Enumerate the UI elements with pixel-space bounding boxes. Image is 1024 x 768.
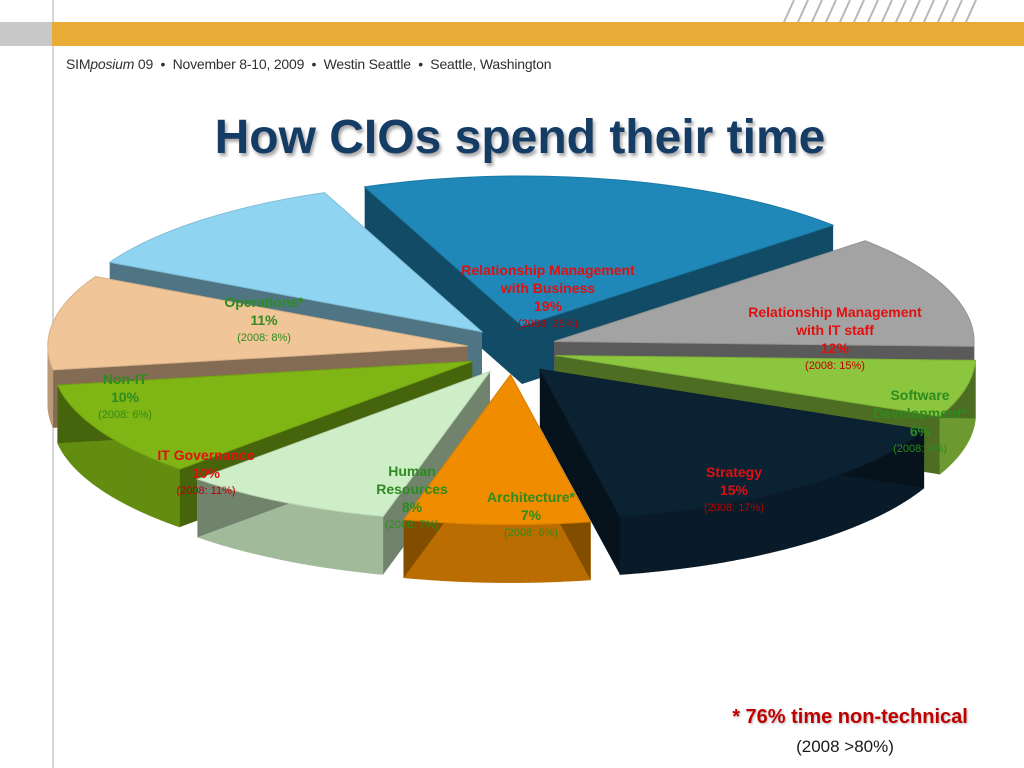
- event-details: • November 8-10, 2009 • Westin Seattle •…: [153, 56, 552, 72]
- slice-prior-year-label: (2008: 17%): [704, 502, 764, 514]
- pie-slice-architecture: [402, 373, 592, 583]
- footnote-sub: (2008 >80%): [796, 737, 894, 756]
- slice-label-text: Resources: [376, 481, 448, 497]
- slice-prior-year-label: (2008: 6%): [504, 527, 558, 539]
- slice-prior-year-label: (2008: 4%): [893, 443, 947, 455]
- pie-slice-strategy: [538, 368, 926, 575]
- slice-value-label: 11%: [250, 312, 278, 328]
- slice-label-software-development: Software Development* 6% (2008: 4%): [873, 387, 967, 455]
- slice-label-architecture: Architecture* 7% (2008: 6%): [487, 489, 575, 539]
- slice-label-text: Software: [890, 387, 949, 403]
- slice-label-non-it: Non-IT 10% (2008: 6%): [98, 371, 152, 421]
- slice-prior-year-label: (2008: 26%): [518, 318, 578, 330]
- slice-label-text: Architecture*: [487, 489, 575, 505]
- slice-prior-year-label: (2008: 11%): [176, 485, 235, 497]
- slice-label-text: Operations*: [224, 294, 304, 310]
- slice-value-label: 19%: [534, 298, 563, 314]
- slice-value-label: 7%: [521, 507, 542, 523]
- header-band: [52, 22, 1024, 46]
- slice-prior-year-label: (2008: 15%): [805, 360, 865, 372]
- slice-label-operations: Operations* 11% (2008: 8%): [224, 294, 304, 344]
- slice-value-label: 10%: [192, 465, 221, 481]
- slice-label-text: Human: [388, 463, 435, 479]
- slice-label-text: Development*: [873, 405, 967, 421]
- event-header: SIMposium 09 • November 8-10, 2009 • Wes…: [66, 56, 551, 72]
- footnote: * 76% time non-technical: [732, 706, 968, 728]
- header-band-left: [0, 22, 52, 46]
- slice-label-text: Non-IT: [103, 371, 148, 387]
- slice-label-text: IT Governance: [157, 447, 254, 463]
- slice-value-label: 12%: [821, 340, 850, 356]
- slice-prior-year-label: (2008: 8%): [237, 332, 291, 344]
- slice-prior-year-label: (2008: 6%): [98, 409, 152, 421]
- slice-label-strategy: Strategy 15% (2008: 17%): [704, 464, 764, 514]
- slice-label-text: Relationship Management: [748, 304, 922, 320]
- slice-value-label: 10%: [111, 389, 140, 405]
- slice-label-text: Strategy: [706, 464, 762, 480]
- event-brand-posium: posium: [90, 56, 135, 72]
- header-hatch-decoration: [783, 0, 977, 22]
- slice-label-text: Relationship Management: [461, 262, 635, 278]
- slice-label-it-governance: IT Governance 10% (2008: 11%): [157, 447, 254, 497]
- slice-label-text: with IT staff: [795, 322, 874, 338]
- page-title-text: How CIOs spend their time: [214, 111, 826, 164]
- slice-prior-year-label: (2008: 7%): [385, 519, 439, 531]
- slice-label-human-resources: Human Resources 8% (2008: 7%): [376, 463, 448, 531]
- event-brand-sim: SIM: [66, 56, 91, 72]
- slice-label-text: with Business: [500, 280, 595, 296]
- slice-value-label: 8%: [402, 499, 423, 515]
- slice-label-relationship-business: Relationship Management with Business 19% (…: [461, 262, 635, 330]
- event-brand-year: 09: [134, 56, 154, 72]
- slice-value-label: 6%: [910, 423, 931, 439]
- slice-value-label: 15%: [720, 482, 749, 498]
- slice-label-relationship-it: Relationship Management with IT staff 12% (…: [748, 304, 922, 372]
- page-title: How CIOs spend their time: [0, 110, 1024, 165]
